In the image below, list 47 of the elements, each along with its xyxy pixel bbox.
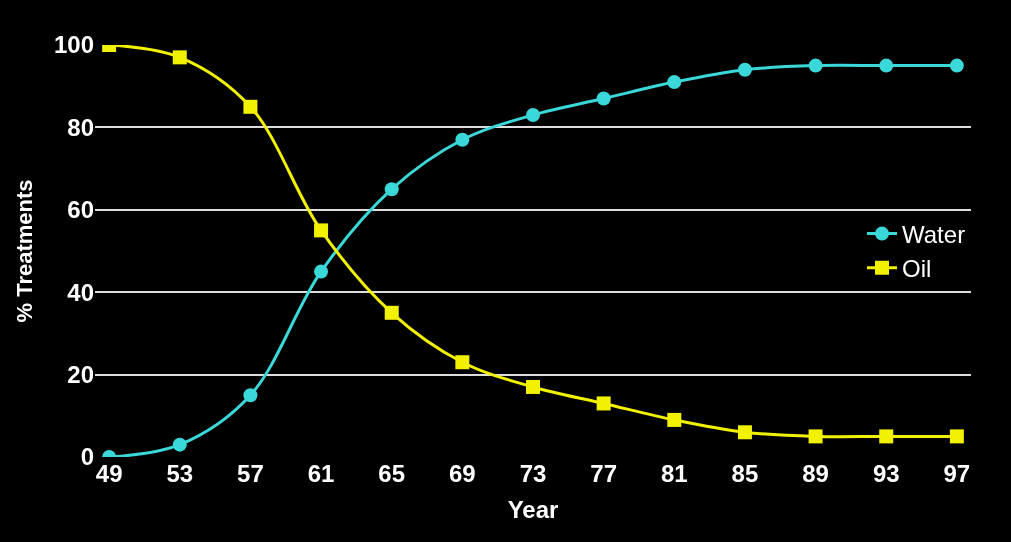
point bbox=[172, 437, 187, 452]
point bbox=[243, 99, 258, 114]
x-tick-label: 93 bbox=[872, 460, 900, 487]
x-tick-label: 49 bbox=[95, 460, 123, 487]
point bbox=[314, 223, 329, 238]
point bbox=[879, 58, 894, 73]
x-tick-label: 89 bbox=[802, 460, 829, 487]
legend-label: Oil bbox=[902, 255, 932, 283]
point bbox=[455, 132, 470, 147]
x-tick-label: 81 bbox=[660, 460, 688, 487]
point bbox=[384, 182, 399, 197]
x-tick-label: 69 bbox=[449, 460, 476, 487]
point bbox=[879, 429, 894, 444]
y-tick-label: 100 bbox=[53, 31, 94, 59]
x-tick-label: 61 bbox=[307, 460, 335, 487]
point bbox=[314, 264, 329, 279]
point bbox=[384, 305, 399, 320]
y-axis-title: % Treatments bbox=[11, 179, 37, 323]
y-tick-label: 80 bbox=[67, 113, 94, 141]
y-tick-label: 0 bbox=[80, 443, 94, 471]
point bbox=[949, 58, 964, 73]
x-axis-title: Year bbox=[507, 496, 559, 524]
point bbox=[596, 396, 611, 411]
y-tick-label: 60 bbox=[67, 196, 94, 224]
point bbox=[808, 429, 823, 444]
point bbox=[526, 379, 540, 394]
x-tick-label: 57 bbox=[237, 460, 264, 487]
point bbox=[526, 108, 540, 123]
y-tick-label: 20 bbox=[67, 361, 94, 388]
point bbox=[808, 58, 823, 73]
x-tick-label: 85 bbox=[731, 460, 759, 487]
legend-label: Water bbox=[902, 220, 966, 248]
x-tick-label: 97 bbox=[943, 460, 971, 487]
x-tick-label: 65 bbox=[378, 460, 406, 487]
y-tick-label: 40 bbox=[67, 278, 94, 306]
point bbox=[243, 388, 258, 403]
point bbox=[172, 50, 187, 65]
point bbox=[737, 62, 752, 77]
point bbox=[455, 355, 470, 370]
x-tick-label: 77 bbox=[590, 460, 617, 487]
point bbox=[949, 429, 964, 444]
x-tick-label: 53 bbox=[166, 460, 194, 487]
point bbox=[667, 75, 682, 90]
point bbox=[596, 91, 611, 106]
point bbox=[667, 412, 682, 427]
point bbox=[737, 425, 752, 440]
x-tick-label: 73 bbox=[519, 460, 547, 487]
